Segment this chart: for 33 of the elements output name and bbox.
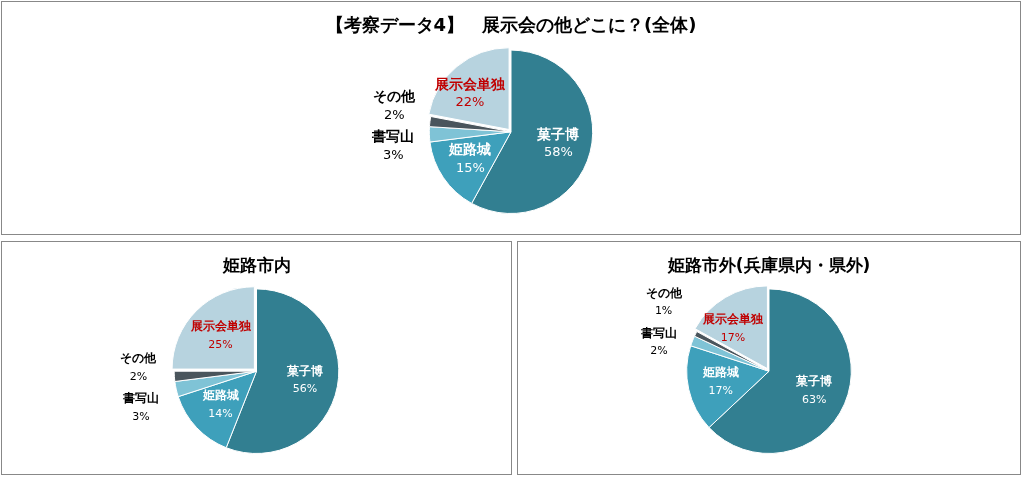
data-label: 2% — [129, 369, 148, 383]
data-label: 17% — [720, 330, 746, 344]
slice-label: 書写山 — [640, 325, 678, 340]
slice-label: 展示会単独 — [434, 75, 506, 92]
slice-label: 展示会単独 — [189, 319, 252, 334]
slice-label: 姫路城 — [201, 388, 239, 403]
slice-label: 書写山 — [371, 127, 415, 144]
slice-label: 書写山 — [122, 390, 160, 405]
data-label: 2% — [650, 344, 668, 358]
slice-label: その他 — [120, 350, 158, 365]
slice-label: 姫路城 — [448, 140, 492, 157]
data-label: 56% — [292, 382, 318, 396]
slice-label: その他 — [645, 285, 683, 300]
chart-title: 姫路市内 — [221, 254, 291, 275]
data-label: 14% — [208, 406, 233, 420]
slice-label: 菓子博 — [286, 363, 324, 378]
slice-label: その他 — [373, 87, 417, 104]
data-label: 22% — [455, 94, 485, 110]
slice-label: 展示会単独 — [702, 311, 764, 326]
data-label: 3% — [383, 146, 404, 162]
data-label: 63% — [802, 392, 827, 406]
slice-label: 姫路城 — [701, 365, 739, 380]
chart-title: 姫路市外(兵庫県内・県外) — [666, 254, 871, 275]
data-label: 3% — [132, 409, 150, 423]
data-label: 58% — [544, 144, 573, 160]
data-label: 15% — [456, 159, 485, 175]
data-label: 17% — [708, 383, 734, 397]
data-label: 25% — [208, 338, 233, 352]
slice-label: 菓子博 — [536, 125, 580, 142]
data-label: 1% — [654, 304, 673, 318]
slice-label: 菓子博 — [795, 373, 833, 388]
chart-title: 【考察データ4】 展示会の他どこに？(全体) — [325, 14, 697, 36]
data-label: 2% — [383, 106, 405, 122]
